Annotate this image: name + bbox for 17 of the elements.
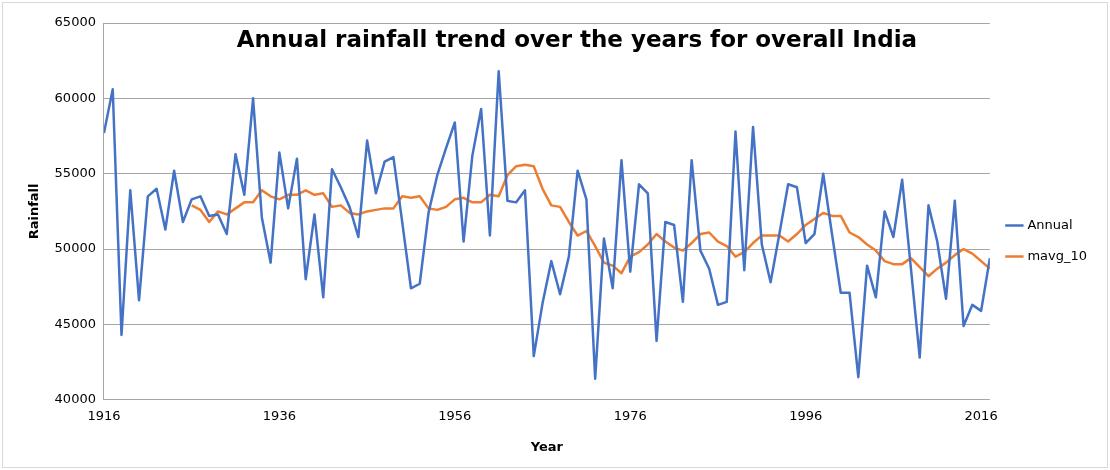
y-axis-title: Rainfall bbox=[26, 183, 42, 240]
y-tick-label: 65000 bbox=[54, 14, 96, 30]
y-tick-label: 50000 bbox=[54, 240, 96, 256]
y-tick-label: 40000 bbox=[54, 391, 96, 407]
y-tick-label: 45000 bbox=[54, 315, 96, 331]
legend-label: mavg_10 bbox=[1027, 247, 1088, 263]
x-tick-label: 1996 bbox=[789, 407, 823, 423]
y-tick-label: 55000 bbox=[54, 165, 96, 181]
x-tick-label: 1936 bbox=[262, 407, 296, 423]
legend-label: Annual bbox=[1027, 216, 1073, 232]
chart-title: Annual rainfall trend over the years for overall India bbox=[236, 25, 918, 52]
x-tick-label: 2016 bbox=[964, 407, 998, 423]
x-tick-label: 1916 bbox=[87, 407, 121, 423]
x-tick-label: 1976 bbox=[613, 407, 647, 423]
y-tick-label: 60000 bbox=[54, 89, 96, 105]
x-tick-label: 1956 bbox=[438, 407, 472, 423]
x-axis-title: Year bbox=[529, 438, 564, 454]
